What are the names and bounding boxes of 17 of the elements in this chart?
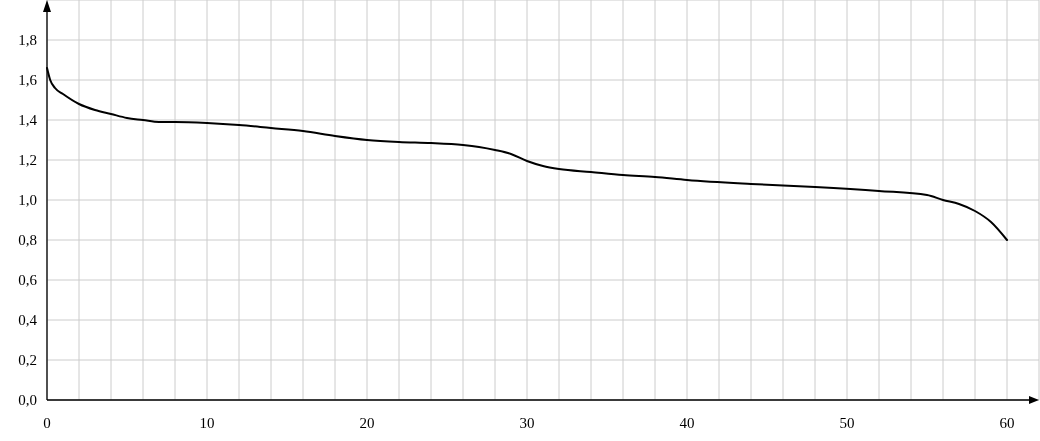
y-tick-label: 0,6 (18, 272, 38, 289)
x-tick-label: 0 (43, 415, 51, 431)
y-tick-label: 0,0 (18, 392, 37, 409)
x-tick-label: 10 (199, 415, 215, 431)
y-tick-label: 0,4 (18, 312, 38, 329)
y-tick-label: 0,8 (18, 232, 37, 249)
y-tick-label: 0,2 (18, 352, 37, 369)
x-tick-label: 50 (839, 415, 855, 431)
y-tick-label: 1,2 (18, 152, 37, 169)
x-tick-label: 20 (359, 415, 375, 431)
y-tick-label: 1,0 (18, 192, 37, 209)
x-tick-label: 60 (999, 415, 1015, 431)
y-tick-label: 1,4 (18, 112, 38, 129)
y-tick-label: 1,8 (18, 32, 37, 49)
x-tick-label: 30 (519, 415, 535, 431)
y-tick-label: 1,6 (18, 72, 38, 89)
x-tick-label: 40 (679, 415, 695, 431)
